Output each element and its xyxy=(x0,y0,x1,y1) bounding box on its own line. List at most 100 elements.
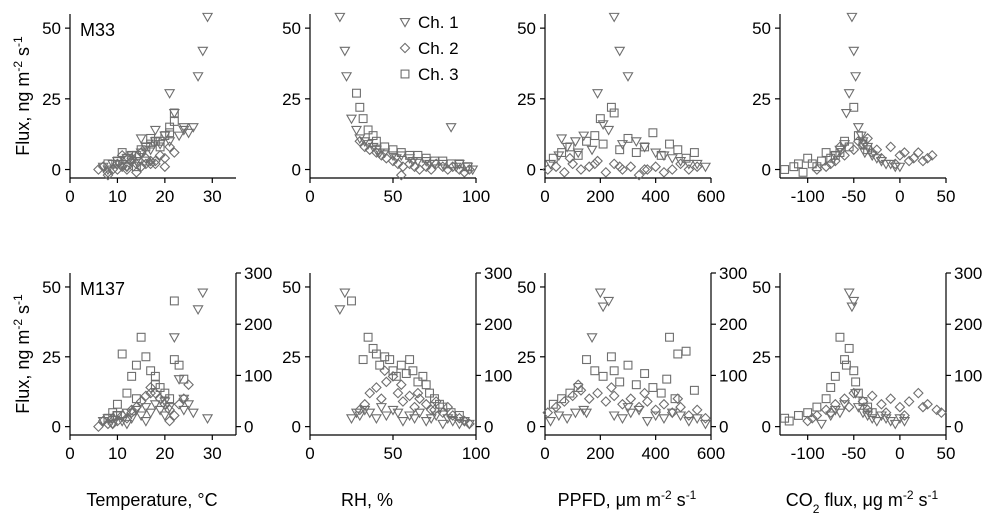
data-point xyxy=(355,102,365,112)
data-point xyxy=(391,371,401,381)
x-tick-label: 100 xyxy=(462,444,490,463)
data-point xyxy=(641,164,653,175)
data-point xyxy=(103,159,113,169)
data-point xyxy=(425,388,434,398)
series-ch-3 xyxy=(103,296,189,423)
data-point xyxy=(565,142,575,152)
data-point xyxy=(140,158,152,170)
row-label: M137 xyxy=(80,279,125,299)
data-point xyxy=(590,366,600,376)
data-point xyxy=(121,412,133,424)
data-point xyxy=(359,141,371,153)
y-tick-label: 0 xyxy=(52,161,61,180)
data-point xyxy=(803,408,813,418)
y2-tick-label: 100 xyxy=(244,366,272,385)
data-point xyxy=(857,396,869,407)
data-point xyxy=(665,332,674,342)
data-point xyxy=(608,411,620,422)
data-point xyxy=(197,46,209,57)
data-point xyxy=(126,152,138,164)
y2-tick-label: 100 xyxy=(954,366,982,385)
data-point xyxy=(463,419,475,430)
data-point xyxy=(160,131,170,141)
x-tick-label: 50 xyxy=(937,187,956,206)
data-point xyxy=(178,123,190,133)
data-point xyxy=(364,387,376,399)
data-point xyxy=(852,123,864,133)
data-point xyxy=(597,302,609,313)
data-point xyxy=(112,399,122,409)
data-point xyxy=(675,401,686,413)
data-point xyxy=(586,145,598,156)
data-point xyxy=(633,405,645,416)
data-point xyxy=(780,413,790,423)
data-point xyxy=(852,403,864,413)
data-point xyxy=(408,366,418,376)
data-point xyxy=(145,158,157,170)
data-point xyxy=(830,371,840,381)
data-point xyxy=(197,288,209,299)
x-tick-label: 100 xyxy=(462,187,490,206)
data-point xyxy=(149,125,161,136)
x-tick-label: 50 xyxy=(384,187,403,206)
data-point xyxy=(844,343,854,353)
data-point xyxy=(392,158,404,170)
data-point xyxy=(912,387,924,399)
data-point xyxy=(681,346,691,356)
data-point xyxy=(917,401,929,413)
data-point xyxy=(793,159,803,169)
data-point xyxy=(117,148,127,158)
data-point xyxy=(885,159,897,170)
y-tick-label: 25 xyxy=(42,348,61,367)
data-point xyxy=(666,408,678,419)
data-point xyxy=(658,166,670,178)
data-point xyxy=(691,404,703,416)
series-ch-1 xyxy=(829,12,906,173)
y-axis-title: Flux, ng m-2 s-1 xyxy=(11,294,33,414)
data-point xyxy=(589,158,601,170)
data-point xyxy=(168,333,180,343)
data-point xyxy=(811,410,823,421)
data-point xyxy=(150,136,160,146)
data-point xyxy=(420,398,432,410)
data-point xyxy=(368,343,378,353)
data-point xyxy=(656,388,666,398)
data-point xyxy=(834,408,846,419)
series-ch-3 xyxy=(352,88,473,172)
data-point xyxy=(894,150,906,161)
y2-tick-label: 0 xyxy=(719,418,728,437)
data-point xyxy=(392,408,404,419)
x-tick-label: -100 xyxy=(791,444,825,463)
legend-marker xyxy=(399,42,411,54)
data-point xyxy=(614,161,626,173)
data-point xyxy=(145,408,157,419)
data-point xyxy=(425,404,437,416)
data-point xyxy=(658,414,670,424)
data-point xyxy=(131,401,142,413)
x-tick-label: 400 xyxy=(641,187,669,206)
data-point xyxy=(97,415,109,427)
series-ch-2 xyxy=(93,141,180,181)
data-point xyxy=(922,152,933,164)
data-point xyxy=(616,140,629,150)
x-tick-label: 50 xyxy=(384,444,403,463)
data-point xyxy=(592,155,603,167)
data-point xyxy=(463,164,475,175)
data-point xyxy=(409,161,420,173)
data-point xyxy=(550,161,562,173)
data-point xyxy=(807,159,817,169)
data-point xyxy=(557,148,567,158)
data-point xyxy=(334,305,346,316)
data-point xyxy=(608,12,620,23)
x-tick-label: 200 xyxy=(586,187,614,206)
data-point xyxy=(840,136,850,146)
data-point xyxy=(885,141,897,153)
data-point xyxy=(569,408,581,419)
data-point xyxy=(155,136,165,146)
data-point xyxy=(558,396,570,407)
y-tick-label: 25 xyxy=(282,90,301,109)
x-axis-title: Temperature, °C xyxy=(86,490,217,510)
data-point xyxy=(140,390,152,402)
data-point xyxy=(683,159,695,170)
data-point xyxy=(404,390,415,402)
